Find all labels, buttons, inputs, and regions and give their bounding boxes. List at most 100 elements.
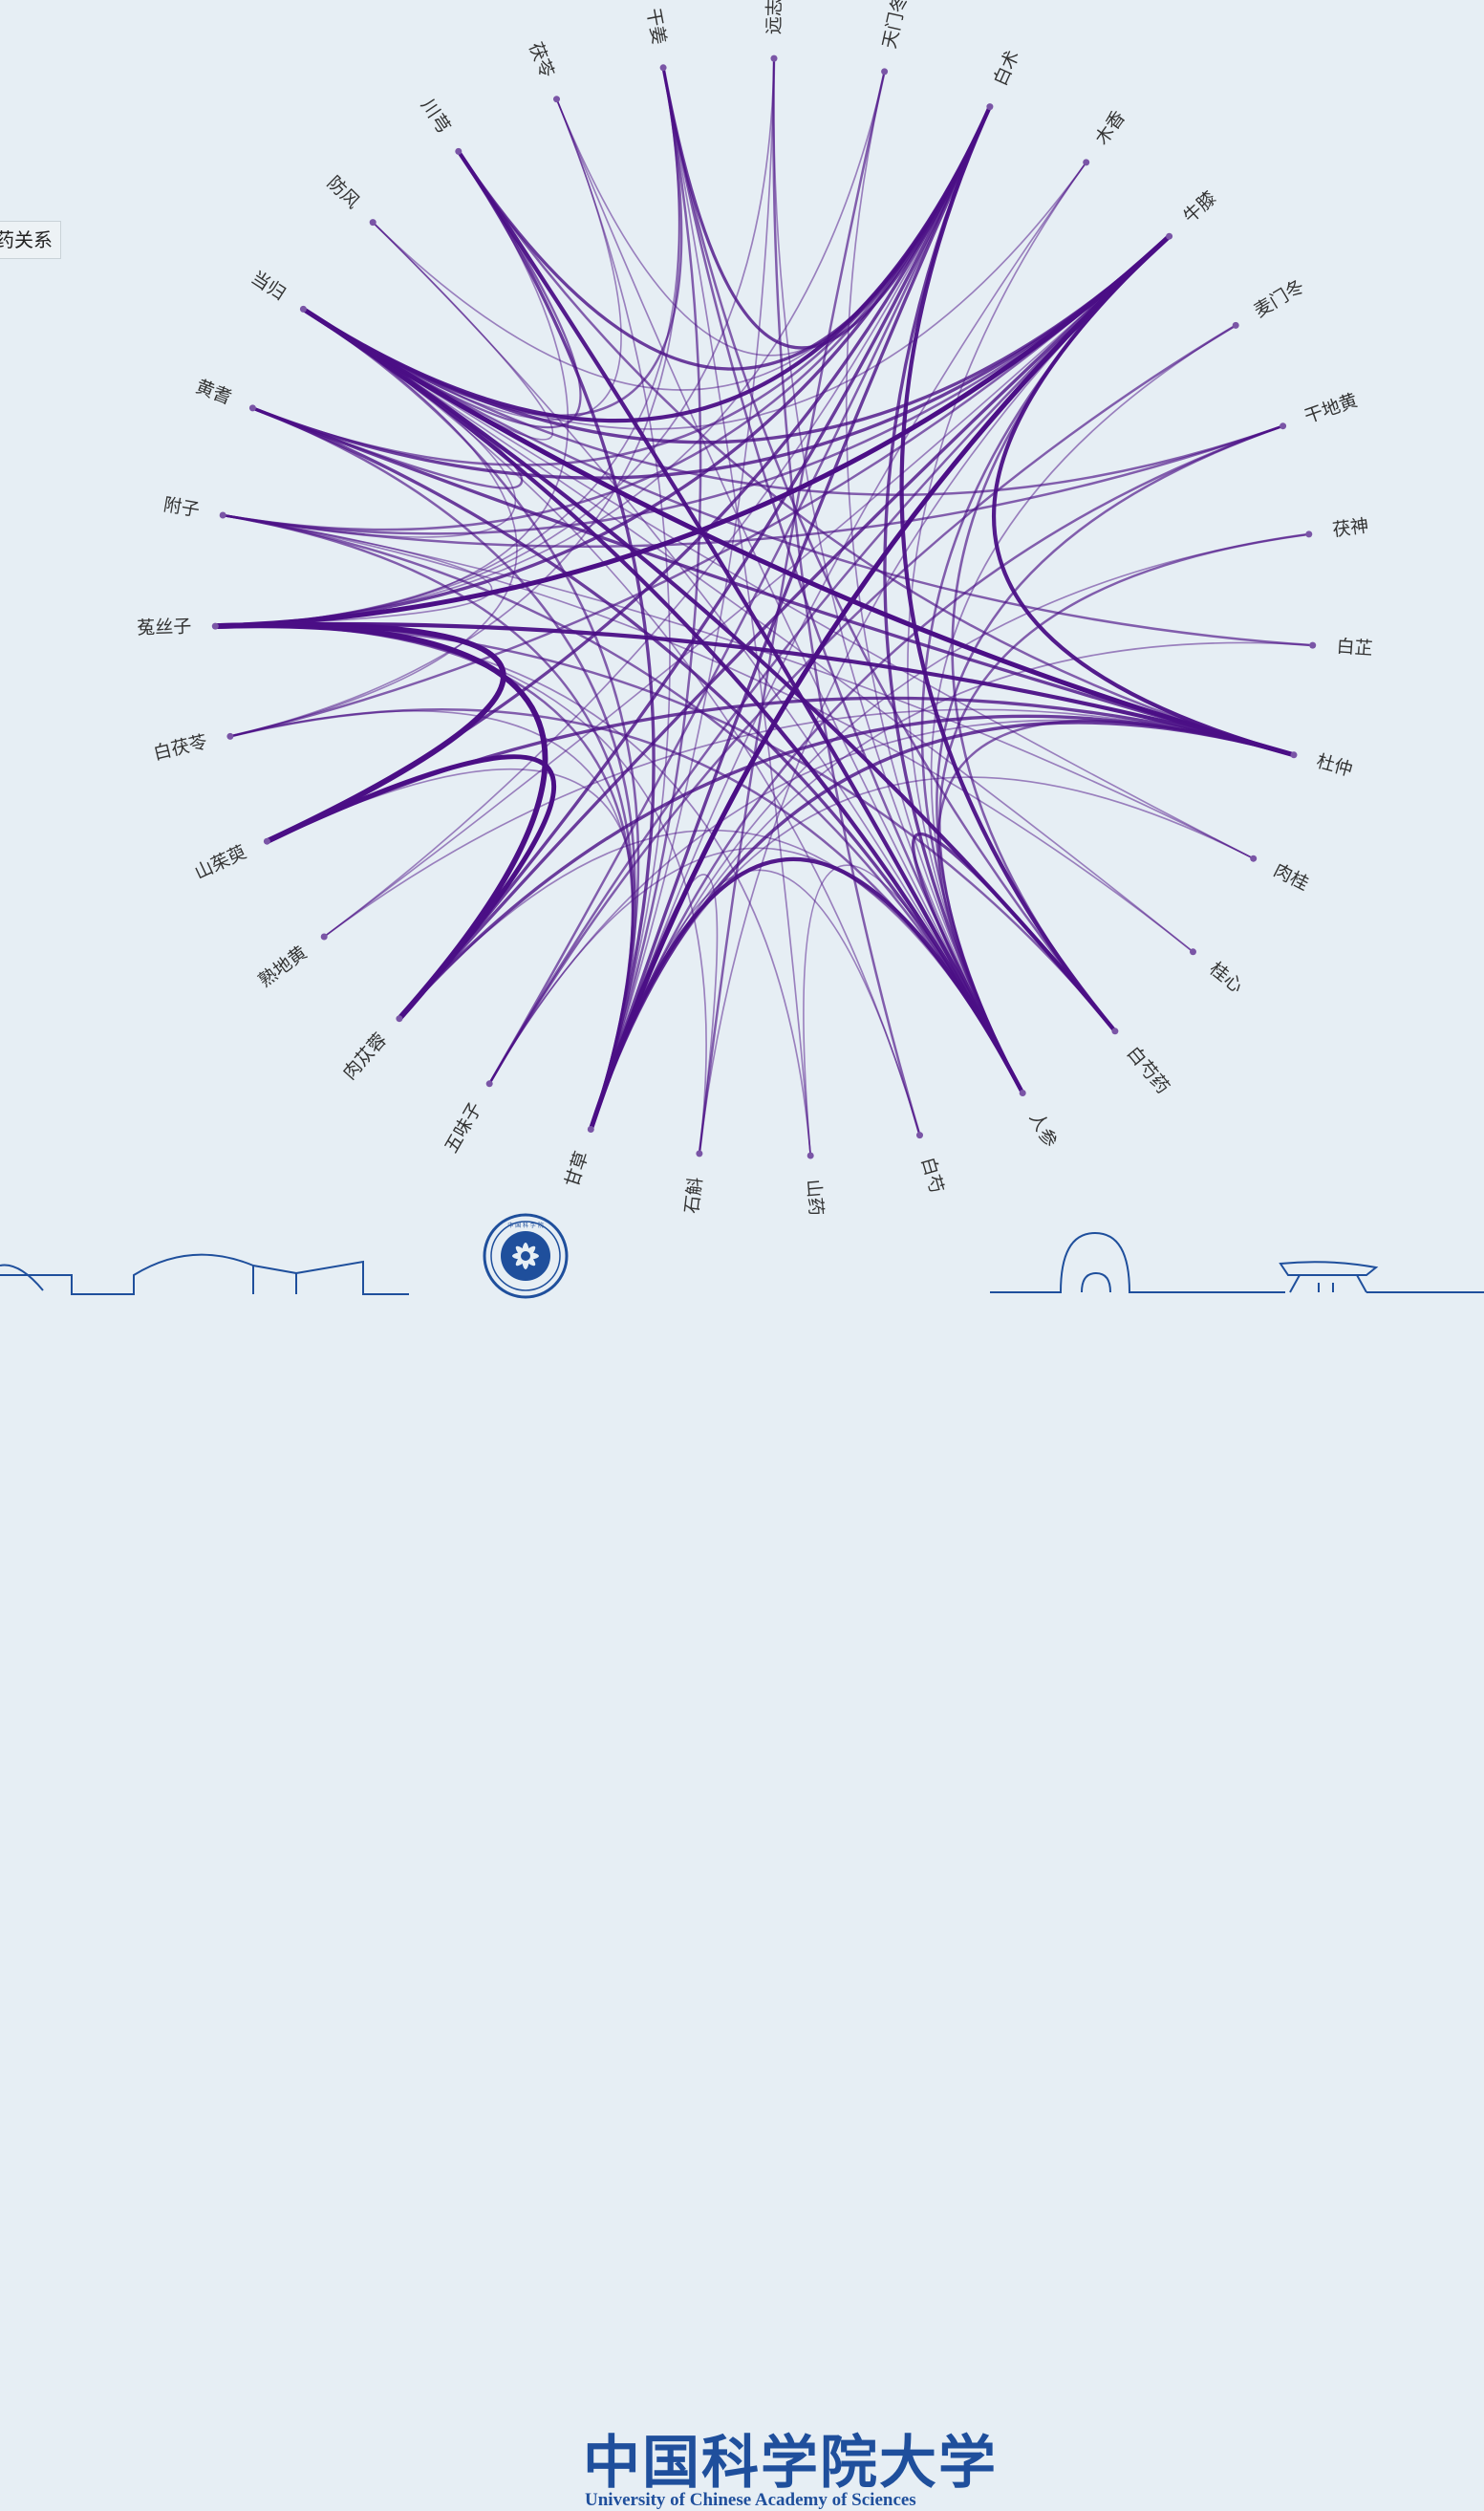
node-dot[interactable] xyxy=(916,1132,923,1139)
link-白芷-甘草[interactable] xyxy=(590,641,1314,1131)
node-dot[interactable] xyxy=(881,68,889,76)
link-熟地黄-牛膝[interactable] xyxy=(323,235,1171,938)
node-dot[interactable] xyxy=(248,404,256,412)
node-dot[interactable] xyxy=(211,622,219,630)
node-dot[interactable] xyxy=(770,54,778,62)
link-桂心-附子[interactable] xyxy=(222,514,1194,953)
node-甘草[interactable]: 甘草 xyxy=(561,1126,594,1190)
link-茯苓-甘草[interactable] xyxy=(555,97,671,1131)
link-茯苓-人参[interactable] xyxy=(555,97,1024,1094)
node-石斛[interactable]: 石斛 xyxy=(681,1150,706,1215)
link-山药-干姜[interactable] xyxy=(662,66,812,1157)
node-dot[interactable] xyxy=(320,933,328,941)
link-川芎-当归[interactable] xyxy=(302,150,582,429)
link-白术-干姜[interactable] xyxy=(661,66,992,350)
link-天门冬-人参[interactable] xyxy=(845,71,1024,1094)
link-桂心-当归[interactable] xyxy=(302,308,1194,953)
link-白茯苓-干姜[interactable] xyxy=(229,66,680,738)
node-dot[interactable] xyxy=(455,147,462,155)
node-dot[interactable] xyxy=(263,837,270,845)
node-dot[interactable] xyxy=(1290,751,1298,759)
node-dot[interactable] xyxy=(1232,321,1239,329)
node-dot[interactable] xyxy=(807,1152,814,1159)
link-肉苁蓉-白术[interactable] xyxy=(398,104,992,1021)
link-熟地黄-白术[interactable] xyxy=(323,105,991,938)
link-远志-白芍[interactable] xyxy=(772,56,921,1136)
node-天门冬[interactable]: 天门冬 xyxy=(879,0,912,76)
link-甘草-当归[interactable] xyxy=(302,308,640,1131)
link-山茱萸-杜仲[interactable] xyxy=(265,696,1296,843)
node-dot[interactable] xyxy=(659,64,667,72)
link-白芍-当归[interactable] xyxy=(302,308,921,1136)
node-dot[interactable] xyxy=(485,1080,493,1088)
node-远志[interactable]: 远志 xyxy=(764,0,785,62)
link-黄耆-人参[interactable] xyxy=(250,406,1024,1095)
link-白芍药-牛膝[interactable] xyxy=(951,234,1171,1033)
link-茯神-甘草[interactable] xyxy=(590,533,1310,1131)
node-dot[interactable] xyxy=(696,1150,703,1158)
node-dot[interactable] xyxy=(1280,422,1287,430)
node-白芍药[interactable]: 白芍药 xyxy=(1111,1028,1173,1098)
link-山药-人参[interactable] xyxy=(803,864,1024,1157)
link-干姜-甘草[interactable] xyxy=(590,66,702,1131)
link-远志-人参[interactable] xyxy=(772,57,1024,1094)
link-川芎-甘草[interactable] xyxy=(457,149,656,1132)
link-附子-白术[interactable] xyxy=(221,105,992,531)
node-山茱萸[interactable]: 山茱萸 xyxy=(191,837,270,884)
node-dot[interactable] xyxy=(1309,641,1317,649)
node-dot[interactable] xyxy=(299,305,307,313)
node-黄耆[interactable]: 黄耆 xyxy=(193,376,256,412)
node-dot[interactable] xyxy=(1190,948,1196,956)
link-肉桂-当归[interactable] xyxy=(302,308,1255,860)
link-石斛-牛膝[interactable] xyxy=(699,235,1171,1155)
node-dot[interactable] xyxy=(1250,855,1258,862)
node-白芍[interactable]: 白芍 xyxy=(916,1132,947,1196)
node-dot[interactable] xyxy=(226,732,234,740)
link-防风-白术[interactable] xyxy=(372,105,991,391)
link-白芍药-菟丝子[interactable] xyxy=(214,624,1117,1033)
node-桂心[interactable]: 桂心 xyxy=(1190,948,1247,997)
link-山茱萸-甘草[interactable] xyxy=(266,768,637,1131)
link-人参-白芍药[interactable] xyxy=(912,833,1117,1095)
link-菟丝子-杜仲[interactable] xyxy=(213,621,1297,757)
node-干姜[interactable]: 干姜 xyxy=(642,7,670,72)
node-茯神[interactable]: 茯神 xyxy=(1305,515,1370,541)
node-防风[interactable]: 防风 xyxy=(323,172,376,227)
link-附子-牛膝[interactable] xyxy=(221,234,1171,535)
link-川芎-菟丝子[interactable] xyxy=(214,150,570,627)
link-甘草-人参[interactable] xyxy=(589,856,1025,1132)
link-黄耆-当归[interactable] xyxy=(251,308,524,489)
node-熟地黄[interactable]: 熟地黄 xyxy=(255,933,328,992)
legend-tag[interactable]: 药关系 xyxy=(0,221,61,259)
link-肉桂-甘草[interactable] xyxy=(590,776,1255,1131)
link-石斛-甘草[interactable] xyxy=(590,874,719,1155)
link-菟丝子-肉苁蓉[interactable] xyxy=(212,622,548,1022)
node-干地黄[interactable]: 干地黄 xyxy=(1280,390,1360,430)
link-天门冬-石斛[interactable] xyxy=(698,70,886,1156)
node-川芎[interactable]: 川芎 xyxy=(417,96,462,155)
node-附子[interactable]: 附子 xyxy=(161,494,226,521)
node-五味子[interactable]: 五味子 xyxy=(441,1080,493,1157)
link-麦门冬-五味子[interactable] xyxy=(487,324,1237,1086)
link-附子-当归[interactable] xyxy=(222,308,517,538)
link-甘草-菟丝子[interactable] xyxy=(214,624,634,1131)
link-木香-当归[interactable] xyxy=(302,162,1087,430)
link-远志-菟丝子[interactable] xyxy=(214,57,775,627)
node-肉桂[interactable]: 肉桂 xyxy=(1250,855,1312,896)
link-川芎-人参[interactable] xyxy=(456,149,1025,1095)
node-dot[interactable] xyxy=(369,219,376,227)
node-dot[interactable] xyxy=(1111,1028,1119,1035)
link-干姜-当归[interactable] xyxy=(302,66,683,417)
link-茯苓-当归[interactable] xyxy=(302,97,622,421)
link-肉苁蓉-杜仲[interactable] xyxy=(398,714,1296,1021)
node-dot[interactable] xyxy=(587,1126,594,1133)
node-山药[interactable]: 山药 xyxy=(803,1152,827,1217)
link-远志-甘草[interactable] xyxy=(590,57,775,1131)
node-牛膝[interactable]: 牛膝 xyxy=(1166,187,1220,240)
link-熟地黄-杜仲[interactable] xyxy=(323,708,1295,938)
link-菟丝子-牛膝[interactable] xyxy=(212,233,1172,629)
link-五味子-牛膝[interactable] xyxy=(487,234,1171,1086)
link-肉苁蓉-牛膝[interactable] xyxy=(398,234,1172,1021)
link-附子-菟丝子[interactable] xyxy=(214,514,493,627)
node-菟丝子[interactable]: 菟丝子 xyxy=(137,616,219,639)
